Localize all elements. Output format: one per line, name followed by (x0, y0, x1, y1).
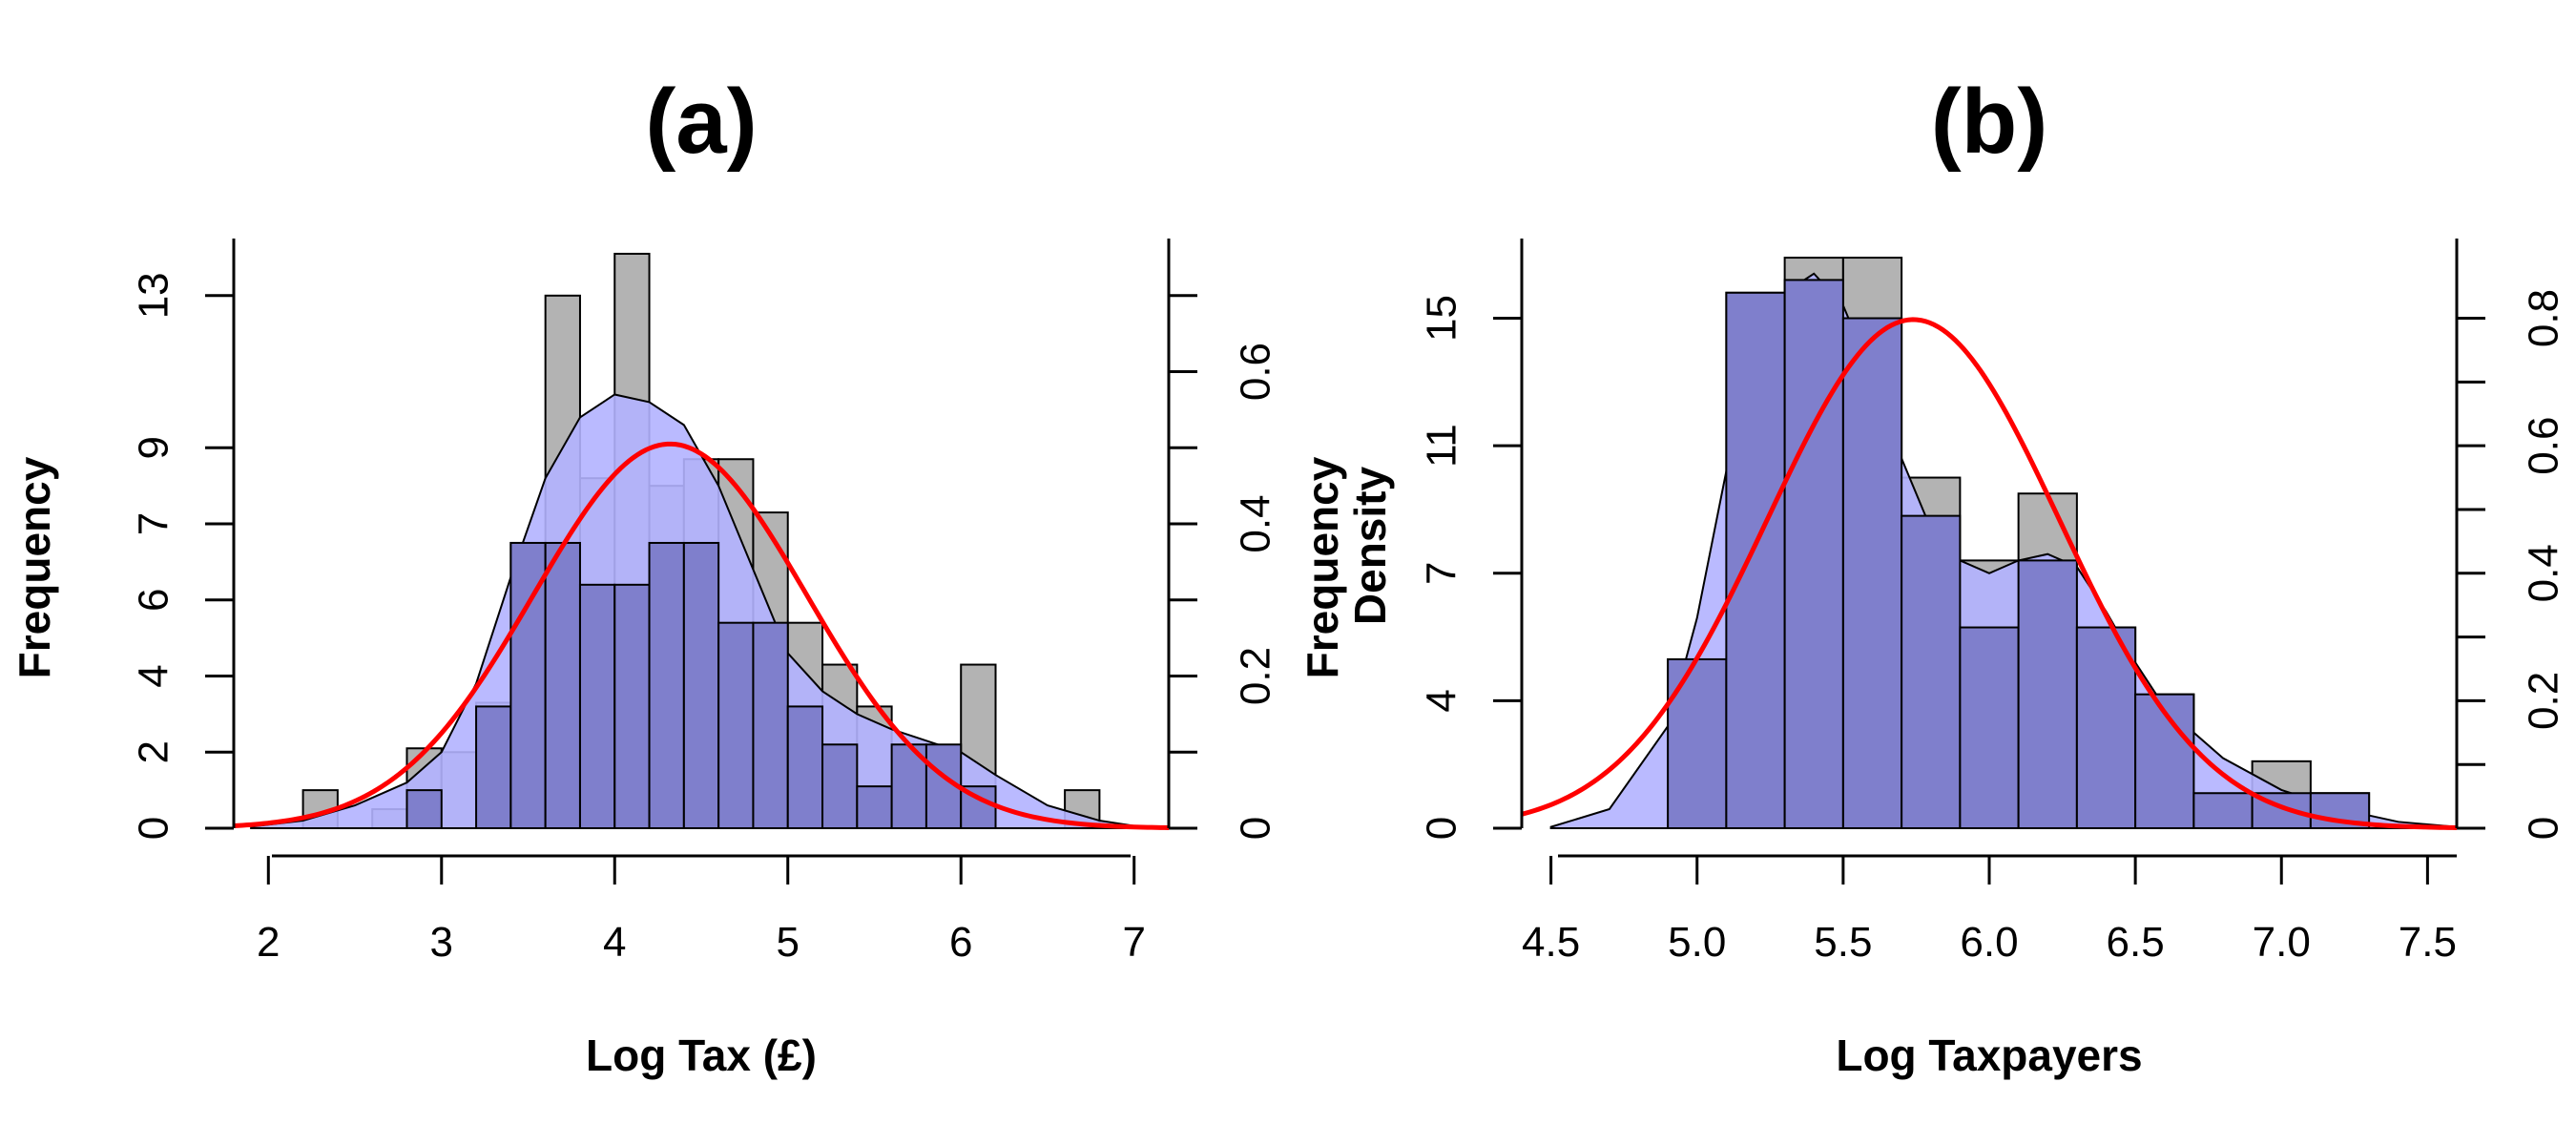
x-tick-label: 7.0 (2253, 919, 2311, 966)
y-right-tick-label: 0.6 (2520, 417, 2566, 475)
y-left-tick-label: 13 (130, 272, 177, 319)
x-tick-label: 6 (949, 919, 972, 966)
blue-bar (2192, 792, 2254, 829)
blue-bar (475, 705, 512, 829)
blue-bar (856, 785, 893, 829)
panel-title: (a) (645, 71, 757, 173)
x-axis-label: Log Taxpayers (1836, 1030, 2142, 1080)
x-tick-label: 5.5 (1814, 919, 1872, 966)
normal-density-curve (233, 441, 1170, 830)
y-left-tick-label: 4 (1418, 689, 1465, 712)
blue-bar (544, 541, 581, 829)
blue-bar (821, 743, 859, 829)
y-right-tick-label: 0 (2520, 817, 2566, 840)
blue-bar (2134, 693, 2195, 830)
x-tick-label: 7 (1122, 919, 1145, 966)
panel-a: (a) 0 2 4 6 7 9 13 0 0.2 0.4 0.6 2 3 4 5 6 7 Log Tax (£)… (10, 71, 1278, 1080)
y-axis-label-left-line2: Density (1345, 467, 1395, 626)
blue-bar (1959, 626, 2020, 830)
y-left-tick-label: 7 (130, 512, 177, 535)
normal-density-curve (1521, 317, 2458, 830)
blue-bar (752, 621, 789, 829)
y-left-tick-label: 15 (1418, 295, 1465, 342)
y-left-tick-label: 6 (130, 589, 177, 612)
y-axis-label-left-line1: Frequency (1298, 456, 1347, 678)
x-tick-label: 4 (603, 919, 626, 966)
y-left-tick-label: 0 (130, 817, 177, 840)
y-left-tick-label: 11 (1418, 424, 1465, 468)
x-axis-label: Log Tax (£) (586, 1030, 817, 1080)
y-axis-label-left: Frequency (10, 456, 59, 678)
x-tick-label: 2 (257, 919, 280, 966)
x-tick-label: 6.5 (2107, 919, 2165, 966)
y-right-tick-label: 0.4 (2520, 544, 2566, 602)
blue-bar (717, 621, 755, 829)
blue-bar (613, 583, 651, 829)
blue-bar (1725, 291, 1786, 829)
y-left-tick-label: 0 (1418, 817, 1465, 840)
y-left-tick-label: 9 (130, 436, 177, 459)
plot-area: 0 2 4 6 7 9 13 0 0.2 0.4 0.6 2 3 4 5 6 7 (130, 239, 1278, 966)
x-tick-label: 6.0 (1960, 919, 2018, 966)
blue-bar (1667, 657, 1728, 829)
blue-bar (648, 541, 685, 829)
y-left-tick-label: 2 (130, 740, 177, 763)
blue-bar (1783, 279, 1844, 830)
y-left-tick-label: 4 (130, 664, 177, 687)
x-tick-label: 3 (430, 919, 453, 966)
y-right-tick-label: 0.8 (2520, 289, 2566, 347)
blue-bar (2017, 559, 2078, 829)
x-tick-label: 5.0 (1668, 919, 1726, 966)
x-tick-label: 7.5 (2399, 919, 2457, 966)
panel-b: (b) 0 4 7 11 15 0 0.2 0.4 0.6 0.8 4.5 5.0 5.5 6.0 6.5 7… (1298, 71, 2566, 1080)
panel-title: (b) (1931, 71, 2048, 173)
blue-bar (1901, 514, 1962, 829)
blue-bar (786, 705, 824, 829)
y-left-tick-label: 7 (1418, 562, 1465, 585)
y-right-tick-label: 0.2 (1232, 647, 1278, 705)
blue-bar (1841, 317, 1903, 830)
blue-bar (682, 541, 720, 829)
x-tick-label: 4.5 (1522, 919, 1580, 966)
plot-area: 0 4 7 11 15 0 0.2 0.4 0.6 0.8 4.5 5.0 5.5 6.0 6.5 7.0 7.… (1418, 239, 2566, 966)
x-tick-label: 5 (776, 919, 799, 966)
blue-bar (405, 789, 443, 829)
y-right-tick-label: 0.4 (1232, 494, 1278, 552)
y-right-tick-label: 0.6 (1232, 343, 1278, 401)
y-right-tick-label: 0 (1232, 817, 1278, 840)
blue-bar (578, 583, 616, 829)
y-right-tick-label: 0.2 (2520, 672, 2566, 730)
